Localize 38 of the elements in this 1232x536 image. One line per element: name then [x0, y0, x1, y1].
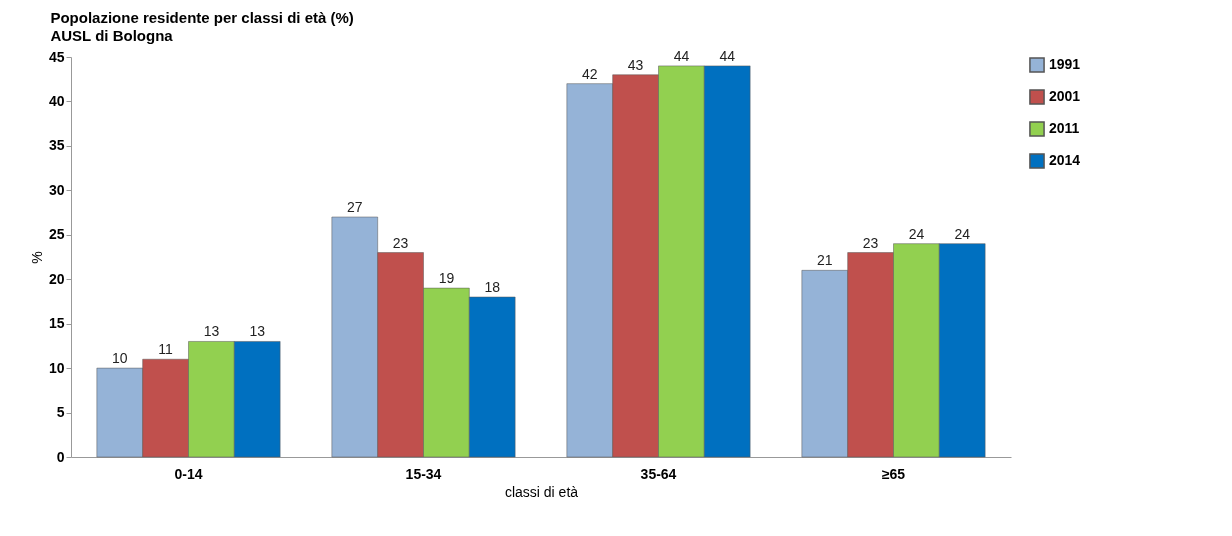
data-label: 13: [203, 323, 220, 340]
data-label: 44: [673, 47, 690, 64]
legend-label: 2011: [1049, 120, 1080, 136]
y-tick-label: 0: [56, 448, 65, 465]
legend-label: 2014: [1049, 152, 1081, 168]
legend-label: 1991: [1049, 56, 1081, 72]
y-tick-label: 10: [48, 359, 65, 376]
legend-label: 2001: [1049, 88, 1081, 104]
data-label: 42: [581, 65, 598, 82]
x-tick-label: 0-14: [174, 465, 203, 482]
x-tick-label: 15-34: [405, 465, 442, 482]
y-axis-title: %: [28, 251, 45, 264]
y-tick-label: 20: [48, 270, 65, 287]
data-label: 21: [816, 252, 833, 269]
data-label: 11: [158, 341, 174, 358]
y-tick-label: 45: [48, 48, 65, 65]
y-tick-label: 30: [48, 181, 65, 198]
data-label: 23: [392, 234, 409, 251]
data-label: 18: [484, 279, 501, 295]
data-label: 23: [862, 234, 879, 251]
chart-subtitle: AUSL di Bologna: [50, 26, 174, 44]
y-tick-label: 5: [56, 404, 65, 421]
data-label: 19: [438, 270, 455, 287]
x-tick-label: ≥65: [881, 465, 906, 482]
x-tick-label: 35-64: [640, 465, 677, 482]
y-tick-label: 15: [48, 315, 65, 332]
data-label: 10: [111, 350, 128, 367]
data-label: 24: [908, 225, 925, 242]
data-label: 43: [627, 56, 644, 73]
y-tick-label: 35: [48, 137, 65, 154]
data-label: 27: [346, 199, 363, 215]
chart-title: Popolazione residente per classi di età (%): [50, 8, 354, 26]
data-label: 13: [249, 323, 266, 340]
x-axis-title: classi di età: [504, 483, 579, 500]
data-label: 24: [954, 225, 971, 242]
y-tick-label: 40: [48, 92, 65, 109]
data-label: 44: [719, 47, 736, 64]
y-tick-label: 25: [48, 226, 65, 243]
